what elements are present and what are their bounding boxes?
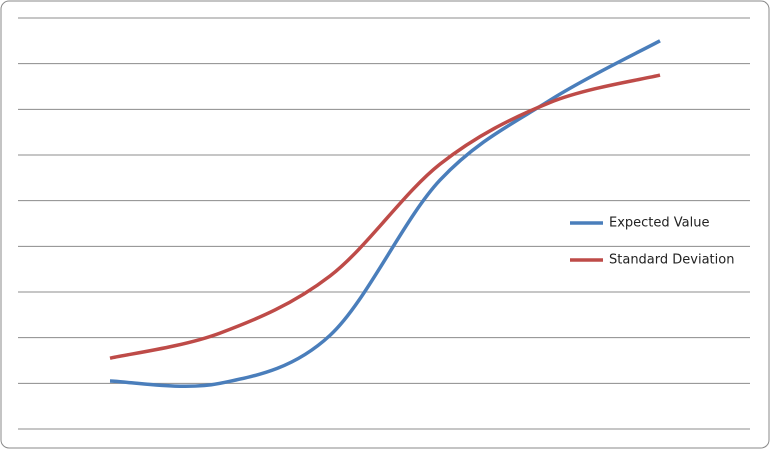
line-series	[109, 73, 661, 360]
legend-label: Expected Value	[609, 216, 709, 231]
legend-label: Standard Deviation	[609, 253, 734, 268]
line-series	[109, 39, 661, 389]
